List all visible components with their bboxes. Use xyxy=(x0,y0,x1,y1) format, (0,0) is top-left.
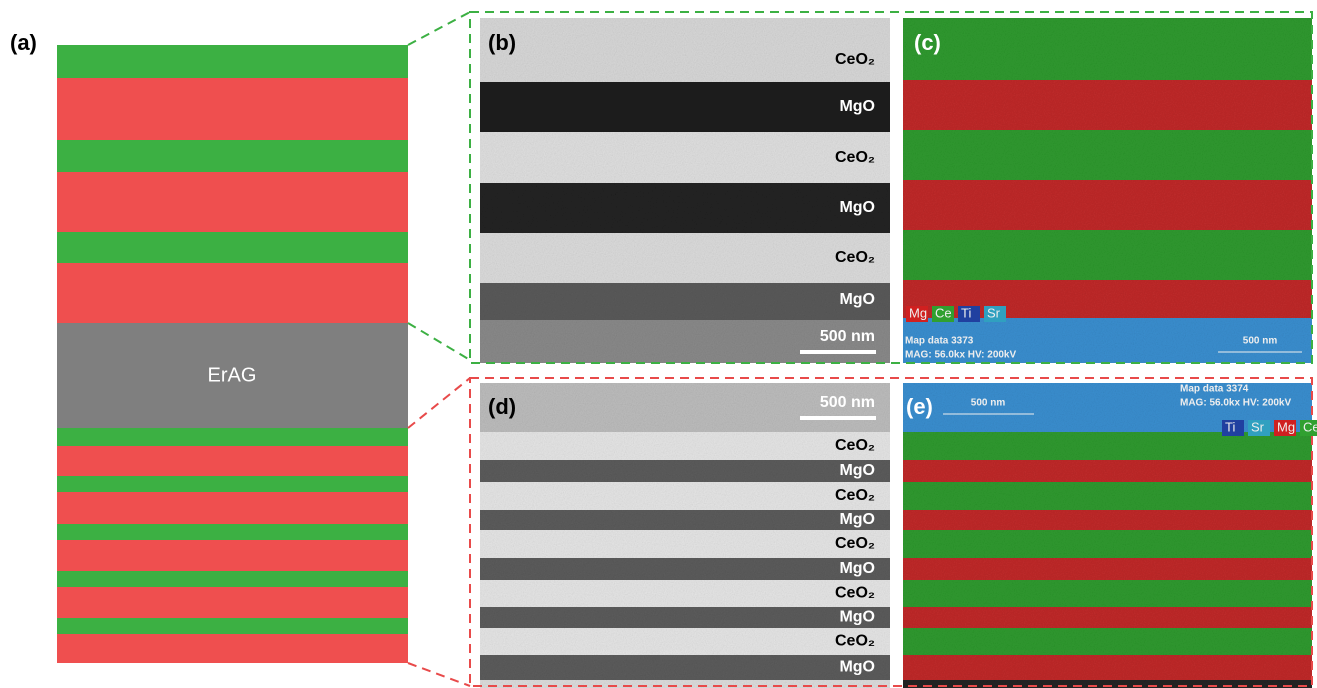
layer xyxy=(57,172,408,232)
band xyxy=(903,482,1312,510)
layer xyxy=(57,634,408,663)
band xyxy=(480,628,890,655)
layer-label: MgO xyxy=(839,199,875,216)
figure: (a) ErAG (b) (c) (d) (e) 500 nm 500 nm M… xyxy=(0,0,1317,688)
layer xyxy=(57,540,408,571)
band xyxy=(903,80,1312,130)
band xyxy=(480,558,890,580)
map-id: Map data 3374 xyxy=(1180,384,1249,395)
legend-label: Ce xyxy=(1303,419,1317,434)
layer xyxy=(57,78,408,140)
band xyxy=(480,655,890,680)
scale-bar-label: 500 nm xyxy=(1243,336,1278,347)
band xyxy=(480,18,890,82)
micrograph xyxy=(480,18,890,363)
band xyxy=(480,510,890,530)
micrograph xyxy=(480,383,890,688)
band xyxy=(480,580,890,607)
band xyxy=(903,180,1312,230)
map-settings: MAG: 56.0kx HV: 200kV xyxy=(905,350,1016,361)
layer-label: CeO₂ xyxy=(835,535,875,552)
band xyxy=(903,607,1312,628)
layer xyxy=(57,587,408,618)
layer-bands xyxy=(57,18,1312,688)
layer-label: CeO₂ xyxy=(835,633,875,650)
layer xyxy=(57,45,408,78)
band xyxy=(903,628,1312,655)
band xyxy=(903,510,1312,530)
band xyxy=(903,580,1312,607)
band xyxy=(903,18,1312,80)
layer-label: CeO₂ xyxy=(835,51,875,68)
layer-label: MgO xyxy=(839,560,875,577)
band xyxy=(480,482,890,510)
layer-label: MgO xyxy=(839,659,875,676)
layer-label: CeO₂ xyxy=(835,585,875,602)
layer xyxy=(57,232,408,263)
band xyxy=(903,432,1312,460)
band xyxy=(903,530,1312,558)
layer-label: CeO₂ xyxy=(835,149,875,166)
layer xyxy=(57,446,408,476)
legend-label: Ti xyxy=(961,305,971,320)
band xyxy=(480,432,890,460)
layer xyxy=(57,618,408,634)
band xyxy=(903,558,1312,580)
band xyxy=(480,530,890,558)
layer xyxy=(57,476,408,492)
layer-label: MgO xyxy=(839,462,875,479)
band xyxy=(480,233,890,283)
layer-label: MgO xyxy=(839,98,875,115)
layer xyxy=(57,492,408,524)
scale-bar-label: 500 nm xyxy=(820,394,875,411)
panel-label: (d) xyxy=(488,394,516,419)
band xyxy=(480,283,890,320)
map-id: Map data 3373 xyxy=(905,336,974,347)
layer xyxy=(57,524,408,540)
scale-bar-label: 500 nm xyxy=(820,328,875,345)
layer-label: CeO₂ xyxy=(835,437,875,454)
legend-label: Mg xyxy=(1277,419,1295,434)
band xyxy=(903,230,1312,280)
band xyxy=(480,132,890,183)
layer-label: MgO xyxy=(839,609,875,626)
band xyxy=(480,82,890,132)
layer-label: MgO xyxy=(839,291,875,308)
substrate-label: ErAG xyxy=(208,364,257,386)
layer-label: CeO₂ xyxy=(835,487,875,504)
legend-label: Ce xyxy=(935,305,952,320)
band xyxy=(480,607,890,628)
band xyxy=(480,183,890,233)
band xyxy=(903,655,1312,680)
layer xyxy=(57,140,408,172)
legend-label: Sr xyxy=(1251,419,1265,434)
map-settings: MAG: 56.0kx HV: 200kV xyxy=(1180,398,1291,409)
layer xyxy=(57,571,408,587)
panel-label: (a) xyxy=(10,30,37,55)
panel-label: (c) xyxy=(914,30,941,55)
layer-label: CeO₂ xyxy=(835,249,875,266)
layer xyxy=(57,428,408,446)
layer xyxy=(57,263,408,323)
band xyxy=(903,130,1312,180)
legend-label: Sr xyxy=(987,305,1001,320)
band xyxy=(480,460,890,482)
panel-label: (e) xyxy=(906,394,933,419)
legend-label: Ti xyxy=(1225,419,1235,434)
band xyxy=(903,460,1312,482)
legend-label: Mg xyxy=(909,305,927,320)
layer-label: MgO xyxy=(839,511,875,528)
panel-label: (b) xyxy=(488,30,516,55)
scale-bar-label: 500 nm xyxy=(971,398,1006,409)
